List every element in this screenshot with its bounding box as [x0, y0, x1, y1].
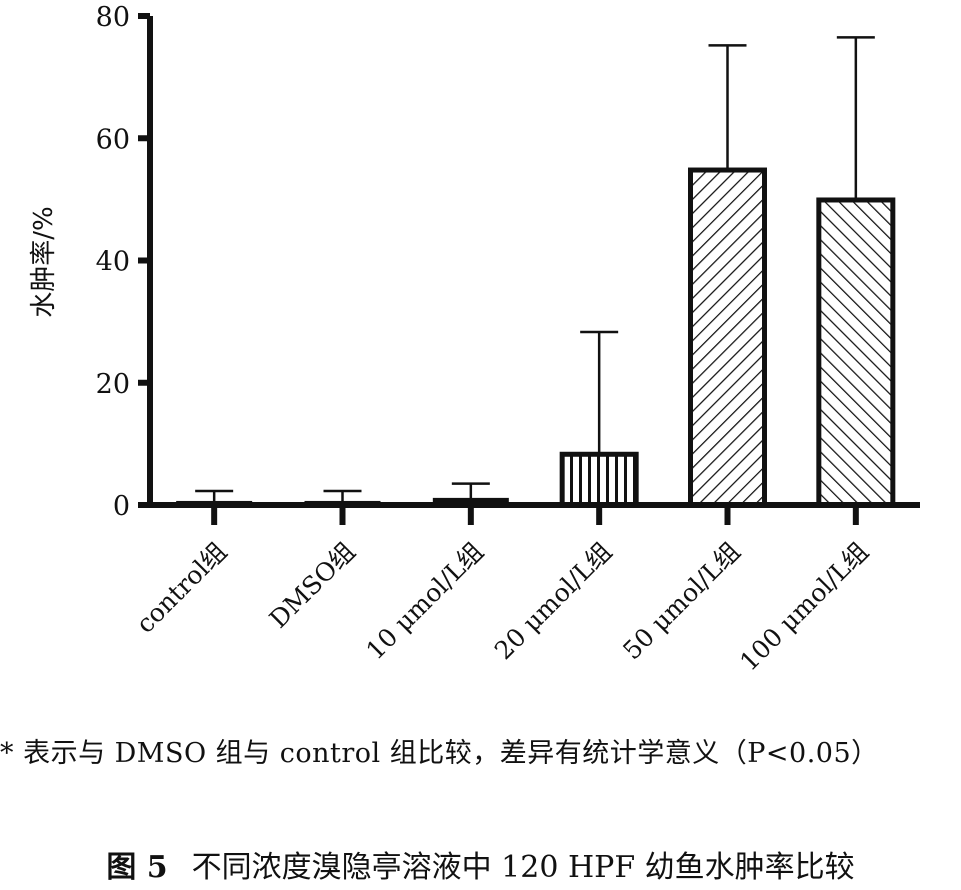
x-tick-label: DMSO组	[264, 537, 361, 634]
figure-number: 图 5	[106, 850, 168, 885]
x-axis: control组 DMSO组 10 μmol/L组 20 μmol/L组 50 μmol…	[130, 502, 920, 677]
y-tick-label: 20	[96, 369, 130, 400]
x-tick-label: 50 μmol/L组	[617, 537, 746, 666]
bars	[176, 36, 896, 508]
x-tick-label: 10 μmol/L组	[361, 537, 490, 666]
y-axis-label: 水肿率/%	[29, 206, 59, 317]
x-tick-label: 20 μmol/L组	[489, 537, 618, 666]
bar	[816, 197, 896, 508]
y-tick-label: 40	[96, 247, 130, 278]
x-tick-label: control组	[130, 537, 232, 639]
y-tick-label: 80	[96, 2, 130, 33]
y-tick-label: 60	[96, 124, 130, 155]
x-tick-label: 100 μmol/L组	[734, 537, 874, 677]
bar	[688, 167, 767, 508]
bar	[559, 451, 639, 508]
y-axis: 0 20 40 60 80	[96, 2, 153, 522]
figure-caption: 图 5 不同浓度溴隐亭溶液中 120 HPF 幼鱼水肿率比较	[0, 848, 961, 888]
significance-note: * 表示与 DMSO 组与 control 组比较，差异有统计学意义（P<0.0…	[0, 738, 879, 769]
y-tick-label: 0	[113, 491, 130, 522]
bar-chart: 0 20 40 60 80 control组 DMSO组 10 μmol/L组 20 μmol…	[29, 2, 920, 677]
figure-title: 不同浓度溴隐亭溶液中 120 HPF 幼鱼水肿率比较	[191, 850, 855, 885]
